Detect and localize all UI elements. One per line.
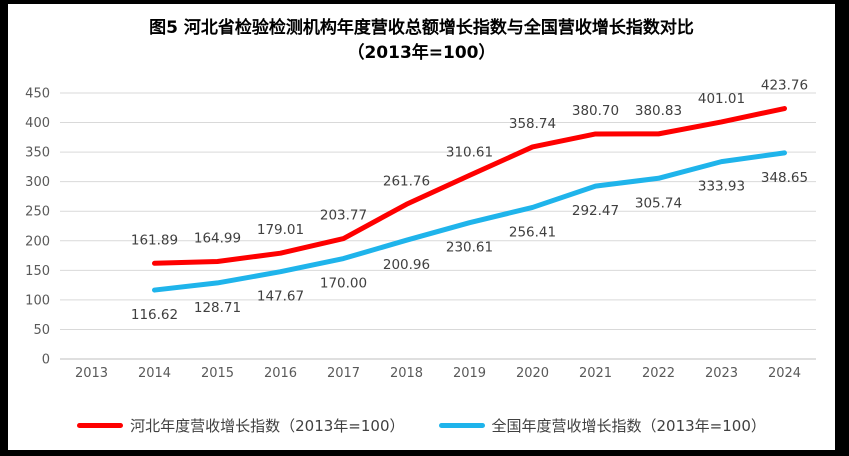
y-tick-label: 200 — [25, 234, 50, 249]
chart-canvas: 0 50 100 150 200 250 300 350 400 450 2013 2014 2015 2… — [25, 78, 816, 381]
x-tick-label: 2013 — [75, 366, 108, 381]
y-tick-label: 0 — [42, 353, 50, 368]
y-tick-label: 100 — [25, 293, 50, 308]
y-tick-label: 150 — [25, 264, 50, 279]
legend-swatch-national — [438, 423, 485, 428]
data-label: 116.62 — [131, 307, 178, 323]
x-tick-label: 2021 — [579, 366, 612, 381]
x-tick-label: 2024 — [768, 366, 801, 381]
data-label: 401.01 — [698, 91, 745, 107]
series-line-1 — [152, 150, 787, 293]
y-tick-label: 400 — [25, 116, 50, 131]
y-tick-label: 250 — [25, 205, 50, 220]
data-label: 128.71 — [194, 300, 241, 316]
data-label: 333.93 — [698, 179, 745, 195]
y-tick-label: 50 — [33, 323, 50, 338]
x-tick-label: 2018 — [390, 366, 423, 381]
chart-legend: 河北年度营收增长指数（2013年=100） 全国年度营收增长指数（2013年=1… — [8, 415, 835, 436]
x-tick-label: 2017 — [327, 366, 360, 381]
x-tick-label: 2019 — [453, 366, 486, 381]
chart-title: 图5 河北省检验检测机构年度营收总额增长指数与全国营收增长指数对比 （2013年… — [8, 16, 835, 65]
data-label: 380.70 — [572, 103, 619, 119]
data-label: 170.00 — [320, 276, 367, 292]
series-line-0 — [152, 106, 787, 266]
data-label: 348.65 — [761, 170, 808, 186]
chart-title-line1: 图5 河北省检验检测机构年度营收总额增长指数与全国营收增长指数对比 — [149, 18, 694, 38]
x-tick-label: 2023 — [705, 366, 738, 381]
legend-swatch-hebei — [77, 423, 124, 428]
x-tick-label: 2020 — [516, 366, 549, 381]
data-label: 200.96 — [383, 257, 430, 273]
legend-item-hebei: 河北年度营收增长指数（2013年=100） — [77, 415, 405, 436]
data-label: 147.67 — [257, 289, 304, 305]
chart-title-line2: （2013年=100） — [347, 42, 496, 63]
y-tick-label: 450 — [25, 87, 50, 102]
data-label: 310.61 — [446, 144, 493, 160]
x-tick-label: 2015 — [201, 366, 234, 381]
y-tick-label: 300 — [25, 175, 50, 190]
data-label: 164.99 — [194, 230, 241, 246]
data-label: 358.74 — [509, 116, 556, 132]
legend-item-national: 全国年度营收增长指数（2013年=100） — [438, 415, 766, 436]
data-label: 380.83 — [635, 103, 682, 119]
x-tick-label: 2022 — [642, 366, 675, 381]
data-label: 179.01 — [257, 222, 304, 238]
data-label: 256.41 — [509, 224, 556, 240]
data-label: 423.76 — [761, 78, 808, 94]
data-label: 203.77 — [320, 208, 367, 224]
data-label: 292.47 — [572, 203, 619, 219]
y-tick-label: 350 — [25, 146, 50, 161]
data-label: 261.76 — [383, 173, 430, 189]
data-label: 230.61 — [446, 240, 493, 256]
data-label: 161.89 — [131, 232, 178, 248]
x-tick-label: 2014 — [138, 366, 171, 381]
x-tick-label: 2016 — [264, 366, 297, 381]
legend-label-hebei: 河北年度营收增长指数（2013年=100） — [130, 417, 405, 435]
legend-label-national: 全国年度营收增长指数（2013年=100） — [491, 417, 766, 435]
data-label: 305.74 — [635, 195, 682, 211]
